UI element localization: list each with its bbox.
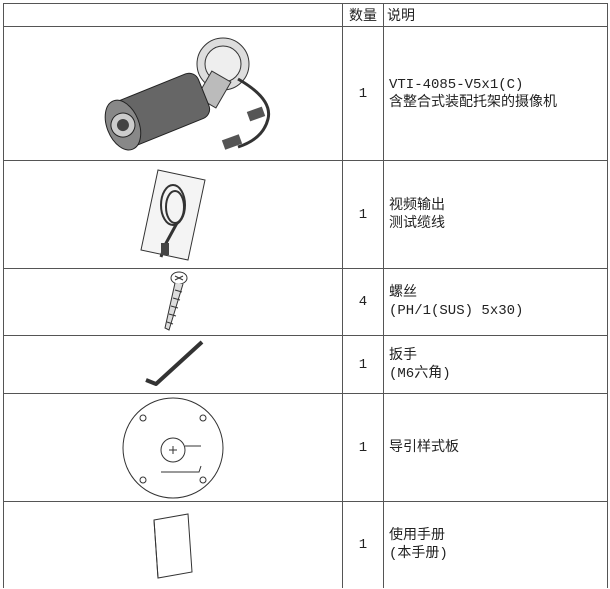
camera-icon (104, 37, 271, 150)
description-line: 视频输出 (389, 197, 445, 214)
image-cell (3, 393, 343, 502)
description-line: 扳手 (389, 347, 417, 364)
wrench-icon (145, 340, 204, 386)
quantity: 1 (342, 335, 384, 394)
row: 1 导引样式板 (3, 393, 608, 502)
description-line: VTI-4085-V5x1(C) (389, 76, 524, 93)
header-quantity: 数量 (342, 3, 384, 27)
description-line: 含整合式装配托架的摄像机 (389, 94, 557, 111)
quantity: 1 (342, 26, 384, 161)
header-row: 数量 说明 (3, 3, 608, 27)
description-line: 导引样式板 (389, 439, 459, 456)
image-cell (3, 268, 343, 336)
row: 1 扳手 (M6六角) (3, 335, 608, 394)
description-line: (本手册) (389, 545, 448, 562)
description: VTI-4085-V5x1(C) 含整合式装配托架的摄像机 (383, 26, 608, 161)
quantity: 1 (342, 160, 384, 269)
template-icon (122, 397, 224, 498)
description-line: 使用手册 (389, 527, 445, 544)
header-description: 说明 (383, 3, 608, 27)
description-line: 测试缆线 (389, 215, 445, 232)
row: 1 使用手册 (本手册) (3, 501, 608, 588)
description: 导引样式板 (383, 393, 608, 502)
header-image (3, 3, 343, 27)
image-cell (3, 160, 343, 269)
row: 1 视频输出 测试缆线 (3, 160, 608, 269)
description: 使用手册 (本手册) (383, 501, 608, 588)
description-line: 螺丝 (389, 285, 417, 301)
quantity: 1 (342, 501, 384, 588)
row: 1 VTI-4085-V5x1(C) 含整合式装配托架的摄像机 (3, 26, 608, 161)
image-cell (3, 26, 343, 161)
quantity: 4 (342, 268, 384, 336)
description: 视频输出 测试缆线 (383, 160, 608, 269)
image-cell (3, 501, 343, 588)
cable-icon (140, 168, 206, 261)
description-line: (PH/1(SUS) 5x30) (389, 303, 524, 319)
description: 扳手 (M6六角) (383, 335, 608, 394)
row: 4 螺丝 (PH/1(SUS) 5x30) (3, 268, 608, 336)
screw-icon (164, 271, 188, 331)
manual-icon (153, 513, 193, 579)
contents-table: 数量 说明 1 VTI-4085-V5x1(C) 含整合式 (3, 3, 608, 588)
description: 螺丝 (PH/1(SUS) 5x30) (383, 268, 608, 336)
quantity: 1 (342, 393, 384, 502)
image-cell (3, 335, 343, 394)
description-line: (M6六角) (389, 365, 451, 382)
